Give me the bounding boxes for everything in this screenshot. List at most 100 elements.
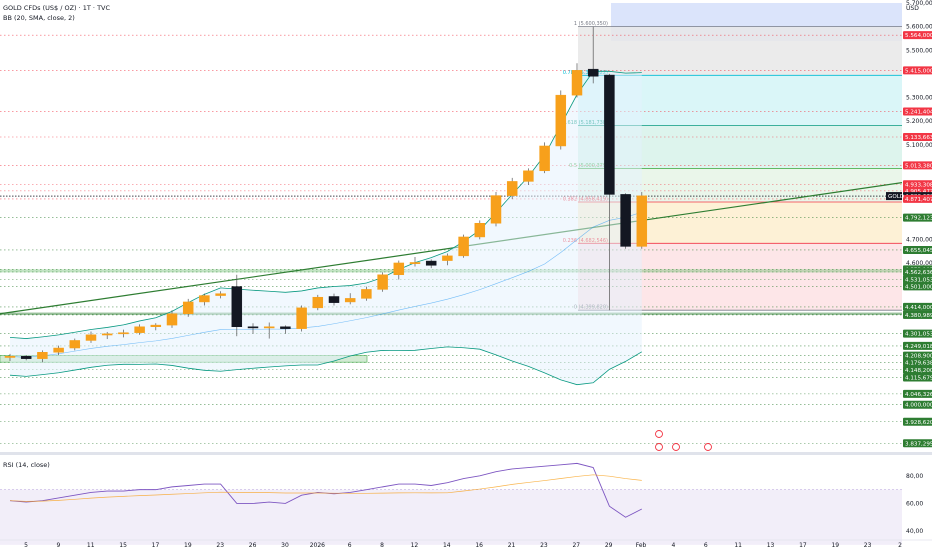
trend-line: [0, 182, 903, 315]
price-level-text: 4.501,000: [905, 284, 932, 290]
candle-body: [166, 313, 178, 326]
candle-body: [85, 334, 97, 341]
price-level-text: 3.837,295: [905, 441, 932, 447]
y-tick-label: 4.600,000: [906, 260, 932, 267]
price-level-text: 4.792,123: [905, 216, 932, 222]
price-level-text: 4.905,477: [905, 189, 932, 195]
price-level-tag: [903, 267, 932, 276]
price-level-text: 4.179,638: [905, 360, 932, 366]
currency-label: USD: [906, 5, 919, 12]
x-tick-label: 16: [475, 542, 483, 549]
y-tick-label: 5.300,000: [906, 95, 932, 102]
candle-body: [474, 222, 486, 238]
candle-body: [182, 301, 194, 315]
price-level-text: 4.933,308: [905, 182, 932, 188]
rsi-label: RSI (14, close): [3, 461, 50, 469]
candle-body: [53, 347, 64, 353]
candle-body: [458, 236, 469, 257]
event-marker-icon: [672, 443, 680, 451]
price-level-tag: [903, 365, 932, 374]
x-tick-label: 23: [540, 542, 548, 549]
x-tick-label: 11: [87, 542, 95, 549]
price-level-tag: [903, 310, 932, 319]
x-tick-label: 5: [24, 542, 28, 549]
x-tick-label: 26: [249, 542, 257, 549]
bollinger-lower: [9, 346, 643, 386]
y-tick-label: 4.700,000: [906, 236, 932, 243]
rsi-tick-label: 80,00: [906, 473, 923, 480]
event-marker-icon: [655, 430, 663, 438]
x-tick-label: 19: [184, 542, 192, 549]
x-tick-label: 8: [380, 542, 384, 549]
candle-body: [328, 296, 340, 303]
price-level-text: 5.415,000: [905, 68, 932, 74]
candle-body: [134, 326, 145, 333]
symbol-tag-text: GOLD: [888, 194, 904, 200]
price-level-tag: [903, 31, 932, 40]
price-level-text: 4.046,326: [905, 392, 932, 398]
fib-level-label: 0.786 (5.393,822): [563, 70, 608, 76]
price-level-text: 4.208,900: [905, 354, 932, 360]
price-level-text: 4.414,000: [905, 305, 932, 311]
price-level-text: 5.133,663: [905, 135, 932, 141]
x-tick-label: 19: [831, 542, 839, 549]
chart-title: GOLD CFDs (US$ / OZ) · 1T · TVC: [3, 4, 111, 12]
bollinger-basis: [9, 211, 642, 358]
candle-body: [20, 356, 32, 359]
price-level-tag: [903, 66, 932, 75]
candle-body: [361, 289, 372, 299]
rsi-tick-label: 40,00: [906, 528, 923, 535]
x-tick-label: 17: [799, 542, 807, 549]
candle-body: [555, 94, 567, 147]
price-level-tag: [903, 194, 932, 203]
x-tick-label: 17: [152, 542, 160, 549]
event-marker-icon: [655, 443, 663, 451]
fib-level-label: 1 (5.600,350): [574, 21, 608, 27]
y-tick-label: 5.600,000: [906, 24, 932, 31]
x-tick-label: 14: [443, 542, 451, 549]
x-tick-label: 4: [671, 542, 675, 549]
price-level-text: 5.013,380: [905, 163, 932, 169]
candle-body: [215, 293, 226, 296]
price-level-tag: [903, 302, 932, 311]
indicator-label: BB (20, SMA, close, 2): [3, 14, 75, 22]
x-tick-label: 9: [56, 542, 60, 549]
candle-body: [150, 324, 162, 328]
candle-body: [571, 70, 583, 96]
candle-body: [296, 307, 307, 329]
candle-body: [263, 326, 275, 329]
x-tick-label: 15: [119, 542, 127, 549]
candle-body: [425, 260, 437, 266]
x-tick-label: 2026: [310, 542, 325, 549]
x-tick-label: 13: [767, 542, 775, 549]
price-level-tag: [903, 213, 932, 222]
price-level-text: 4.249,018: [905, 344, 932, 350]
price-level-tag: [903, 245, 932, 254]
pane-divider: [0, 452, 932, 455]
candle-body: [247, 326, 259, 329]
x-tick-label: 6: [704, 542, 708, 549]
price-level-tag: [903, 282, 932, 291]
fib-zone: [578, 26, 902, 76]
event-marker-icon: [704, 443, 712, 451]
price-level-tag: [903, 161, 932, 170]
x-tick-label: Feb: [636, 542, 647, 549]
price-level-text: 4.000,000: [905, 403, 932, 409]
x-tick-label: 12: [411, 542, 419, 549]
x-tick-label: 6: [348, 542, 352, 549]
x-tick-label: 2: [898, 542, 902, 549]
x-tick-label: 30: [281, 542, 289, 549]
price-level-tag: [903, 400, 932, 409]
price-level-tag: [903, 329, 932, 338]
y-tick-label: 5.100,000: [906, 142, 932, 149]
price-level-text: 4.531,053: [905, 277, 932, 283]
candle-body: [118, 332, 129, 335]
x-tick-label: 29: [605, 542, 613, 549]
candle-body: [312, 296, 324, 309]
candle-body: [344, 298, 356, 303]
y-tick-label: 5.500,000: [906, 47, 932, 54]
price-level-text: 5.564,000: [905, 33, 932, 39]
x-tick-label: 23: [864, 542, 872, 549]
price-level-text: 4.148,200: [905, 368, 932, 374]
